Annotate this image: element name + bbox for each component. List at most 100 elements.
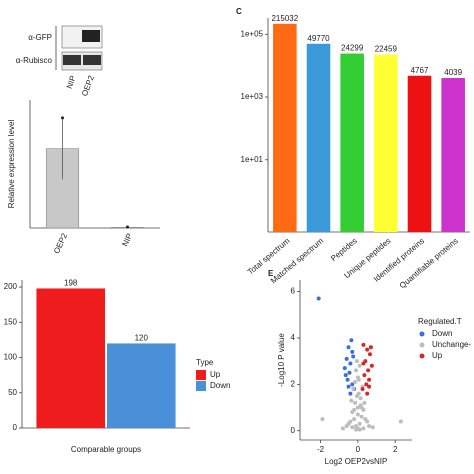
value-label: 120 [135, 334, 149, 343]
point [361, 342, 366, 347]
point [398, 419, 403, 424]
legend-swatch [419, 353, 425, 359]
point [356, 377, 361, 382]
point [362, 373, 367, 378]
y-tick-label: 50 [8, 388, 17, 397]
x-tick-label: -2 [317, 445, 325, 454]
value-label: 49770 [307, 34, 330, 43]
blot-row-label: α-GFP [28, 33, 52, 42]
point [362, 400, 367, 405]
y-axis-label: Relative expression level [7, 120, 16, 209]
point [352, 417, 357, 422]
value-label: 22459 [375, 45, 398, 54]
point [346, 384, 351, 389]
point [365, 347, 370, 352]
x-tick-label: OEP2 [52, 231, 69, 255]
blot-band [63, 55, 81, 65]
point [368, 345, 373, 350]
point [356, 391, 361, 396]
y-tick-label: 150 [4, 317, 18, 326]
x-axis-label: Comparable groups [71, 445, 141, 454]
point [354, 368, 358, 373]
point [354, 359, 359, 364]
point [316, 296, 321, 301]
y-tick-label: 0 [13, 423, 18, 432]
point [369, 363, 374, 368]
y-tick-label: 0 [291, 426, 296, 435]
point [359, 405, 364, 410]
bar [441, 78, 465, 232]
x-tick-label: Quantifiable proteins [398, 236, 460, 290]
point [355, 405, 360, 410]
y-tick-label: 1e+05 [241, 29, 264, 38]
blot-lane-label: OEP2 [80, 74, 96, 98]
legend-label: Down [432, 329, 452, 338]
bar [374, 54, 398, 232]
point [364, 382, 369, 387]
legend-swatch [196, 370, 206, 380]
blot-band [82, 30, 100, 42]
error-cap [61, 116, 64, 120]
point [368, 352, 372, 357]
point [366, 368, 371, 373]
point [349, 398, 354, 403]
value-label: 4039 [444, 68, 462, 77]
y-tick-label: 100 [4, 353, 18, 362]
error-cap [126, 225, 129, 229]
point [351, 386, 356, 391]
blot-lane-label: NIP [65, 74, 78, 90]
point [348, 361, 353, 366]
point [342, 366, 347, 371]
legend-label: Unchange- [432, 340, 471, 349]
point [361, 426, 366, 431]
point [359, 414, 364, 419]
y-tick-label: 6 [291, 287, 296, 296]
point [360, 386, 365, 391]
point [367, 424, 372, 429]
value-label: 198 [64, 279, 78, 288]
panel-label: E [268, 269, 274, 278]
value-label: 215032 [271, 14, 298, 23]
point [355, 412, 360, 417]
y-tick-label: 4 [291, 333, 296, 342]
y-tick-label: 2 [291, 379, 296, 388]
point [349, 338, 354, 343]
point [365, 391, 370, 396]
point [348, 391, 353, 396]
point [370, 425, 375, 430]
bar [306, 43, 331, 232]
point [358, 396, 363, 401]
point [354, 427, 358, 432]
value-label: 24299 [341, 44, 364, 53]
panel-label: C [236, 7, 242, 16]
bar [36, 288, 105, 428]
x-axis-label: Log2 OEP2vsNIP [325, 457, 388, 466]
point [346, 345, 351, 350]
point [345, 377, 350, 382]
y-tick-label: 1e+01 [241, 155, 264, 164]
point [351, 354, 356, 359]
point [357, 421, 362, 426]
blot-band [83, 55, 101, 65]
point [357, 427, 362, 432]
point [344, 356, 349, 361]
y-tick-label: 1e+03 [241, 92, 264, 101]
legend-swatch [419, 342, 425, 348]
point [367, 384, 372, 389]
value-label: 4767 [411, 66, 429, 75]
legend-label: Down [210, 381, 230, 390]
point [352, 407, 357, 412]
bar [107, 343, 176, 428]
point [350, 425, 355, 430]
legend-label: Up [210, 370, 221, 379]
point [350, 382, 355, 387]
point [350, 349, 355, 354]
legend-swatch [196, 381, 206, 391]
legend-label: Up [432, 351, 443, 360]
legend-title: Regulated.T [418, 317, 462, 326]
point [344, 424, 349, 429]
legend-title: Type [196, 358, 214, 367]
point [347, 370, 352, 375]
